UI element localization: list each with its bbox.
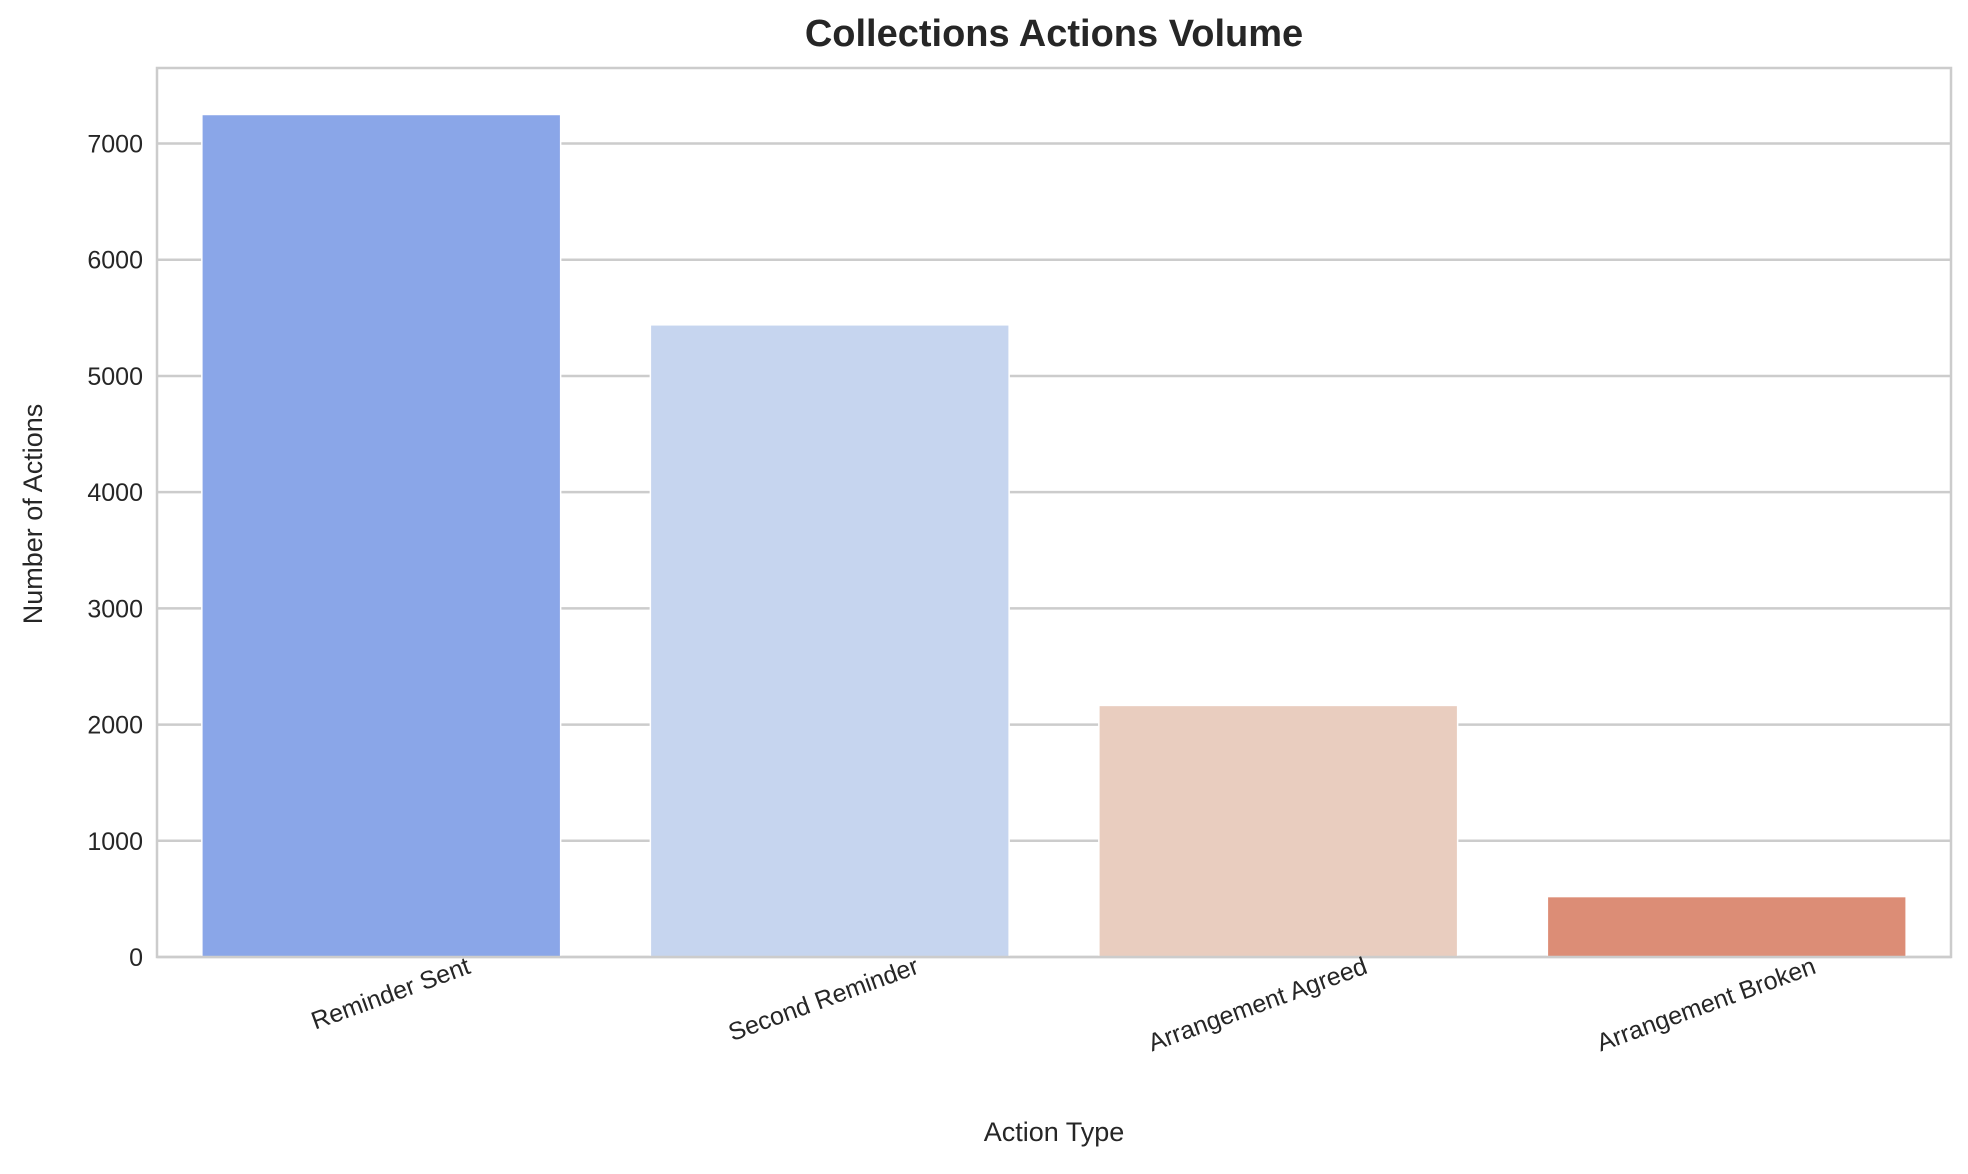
plot-frame xyxy=(155,66,1953,959)
y-tick-label: 4000 xyxy=(87,479,143,507)
bars xyxy=(201,113,1907,958)
y-tick-label: 1000 xyxy=(87,828,143,856)
y-tick-label: 2000 xyxy=(87,712,143,740)
x-axis-label: Action Type xyxy=(984,1117,1125,1147)
y-tick-label: 5000 xyxy=(87,363,143,391)
y-axis-label: Number of Actions xyxy=(18,404,48,625)
y-tick-labels: 0 1000 2000 3000 4000 5000 6000 7000 xyxy=(87,131,143,972)
y-tick-label: 6000 xyxy=(87,247,143,275)
bar-second-reminder xyxy=(649,324,1010,958)
bar-arrangement-broken xyxy=(1546,895,1907,958)
bar-arrangement-agreed xyxy=(1098,704,1459,958)
bar-reminder-sent xyxy=(201,113,562,958)
chart-title: Collections Actions Volume xyxy=(805,13,1303,55)
y-tick-label: 0 xyxy=(129,944,143,972)
y-tick-label: 7000 xyxy=(87,131,143,159)
y-tick-label: 3000 xyxy=(87,595,143,623)
